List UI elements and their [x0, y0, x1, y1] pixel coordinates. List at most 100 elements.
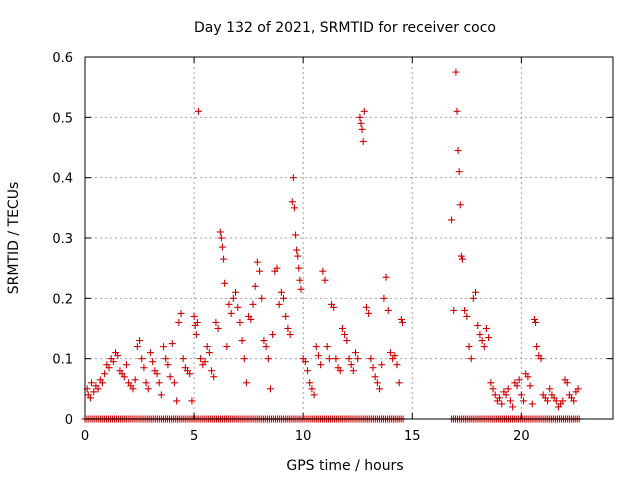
- data-point: [304, 367, 312, 375]
- data-point: [292, 231, 300, 239]
- data-point: [352, 349, 360, 357]
- data-point: [465, 343, 473, 351]
- data-point: [238, 337, 246, 345]
- y-axis-title: SRMTID / TECUs: [6, 182, 22, 295]
- data-point: [325, 355, 333, 363]
- data-point: [273, 264, 281, 272]
- data-point: [398, 318, 406, 326]
- data-point: [256, 267, 264, 275]
- data-point: [301, 358, 309, 366]
- data-point: [260, 337, 268, 345]
- data-point: [234, 303, 242, 311]
- data-point: [201, 358, 209, 366]
- data-point: [105, 364, 113, 372]
- data-point: [453, 107, 461, 115]
- data-point: [338, 325, 346, 332]
- x-tick-label: 0: [81, 429, 89, 444]
- data-point: [138, 355, 146, 363]
- data-point: [284, 325, 292, 332]
- data-point: [249, 300, 257, 308]
- data-point: [349, 367, 357, 375]
- data-point: [188, 397, 196, 405]
- data-point: [358, 125, 366, 133]
- data-point: [456, 201, 464, 209]
- data-point: [217, 234, 225, 242]
- data-point: [455, 168, 463, 176]
- data-point: [386, 349, 394, 357]
- data-point: [192, 331, 200, 339]
- data-point: [101, 370, 109, 378]
- data-point: [166, 373, 174, 381]
- data-point: [297, 285, 305, 293]
- data-point: [347, 361, 355, 369]
- data-point: [203, 343, 211, 351]
- y-tick-label: 0: [65, 413, 73, 428]
- data-point: [546, 385, 554, 393]
- data-point: [533, 343, 541, 351]
- data-point: [314, 352, 322, 360]
- data-point: [524, 373, 532, 381]
- data-point: [397, 315, 405, 323]
- data-point: [86, 394, 94, 402]
- data-point: [552, 397, 560, 405]
- data-point: [341, 331, 349, 339]
- data-point: [122, 361, 130, 369]
- data-point: [469, 294, 477, 302]
- data-point: [225, 300, 233, 308]
- data-point: [164, 361, 172, 369]
- data-point: [216, 228, 224, 236]
- data-point: [133, 343, 141, 351]
- data-point: [253, 258, 261, 266]
- data-point: [378, 361, 386, 369]
- data-point: [457, 252, 465, 260]
- data-point: [269, 331, 277, 339]
- data-point: [496, 394, 504, 402]
- y-tick-label: 0.5: [52, 111, 73, 126]
- data-point: [98, 379, 106, 387]
- data-point: [373, 379, 381, 387]
- data-point: [454, 147, 462, 155]
- data-point: [277, 288, 285, 296]
- data-point: [153, 370, 161, 378]
- data-point: [223, 343, 231, 351]
- data-point: [264, 355, 272, 363]
- data-point: [197, 355, 205, 363]
- data-point: [463, 312, 471, 320]
- data-point: [308, 385, 316, 393]
- data-point: [570, 397, 578, 405]
- data-point: [312, 343, 320, 351]
- data-point: [357, 119, 365, 127]
- y-tick-label: 0.4: [52, 172, 73, 187]
- y-tick-label: 0.2: [52, 292, 73, 307]
- data-point: [506, 397, 514, 405]
- data-point: [177, 309, 185, 317]
- data-point: [452, 68, 460, 76]
- data-point: [247, 315, 255, 323]
- data-point: [229, 294, 237, 302]
- data-point: [367, 355, 375, 363]
- data-point: [142, 379, 150, 387]
- data-point: [393, 361, 401, 369]
- data-point: [487, 379, 495, 387]
- data-point: [208, 367, 216, 375]
- data-point: [286, 331, 294, 339]
- data-point: [190, 312, 198, 320]
- data-point: [157, 391, 165, 399]
- axis-ticks: 0 0.1 0.2 0.3 0.4 0.5 0.6 0 5 10 15 20: [52, 51, 613, 444]
- data-point: [288, 198, 296, 206]
- data-point: [88, 379, 96, 387]
- data-point: [359, 137, 367, 145]
- data-point: [517, 391, 525, 399]
- data-point: [482, 325, 490, 332]
- data-point: [194, 107, 202, 115]
- data-point: [140, 364, 148, 372]
- data-point: [448, 216, 456, 224]
- data-point: [380, 294, 388, 302]
- data-point: [356, 113, 364, 121]
- data-point: [160, 343, 168, 351]
- data-point: [317, 361, 325, 369]
- data-point: [476, 331, 484, 339]
- data-point: [94, 385, 102, 393]
- data-point: [563, 379, 571, 387]
